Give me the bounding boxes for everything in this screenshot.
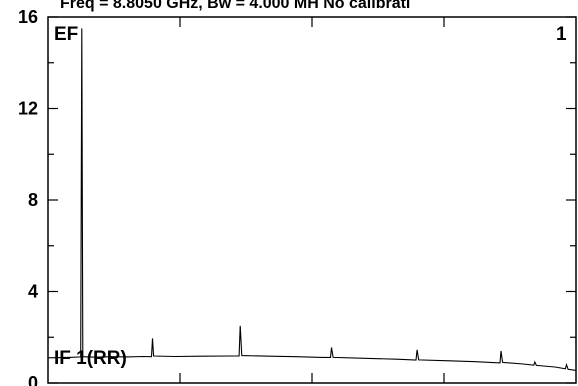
chart-title: Freq = 8.8050 GHz, Bw = 4.000 MH No cali… — [60, 0, 410, 12]
y-tick-label: 12 — [18, 99, 38, 119]
spectrum-series-line — [48, 28, 576, 372]
annotation-if: IF 1(RR) — [54, 348, 127, 369]
plot-frame — [47, 16, 577, 384]
y-tick-label: 8 — [28, 190, 38, 210]
y-tick-label: 0 — [28, 373, 38, 386]
annotation-one: 1 — [556, 24, 567, 45]
annotation-ef: EF — [54, 24, 78, 45]
y-tick-label: 4 — [28, 282, 38, 302]
y-tick-label: 16 — [18, 7, 38, 27]
